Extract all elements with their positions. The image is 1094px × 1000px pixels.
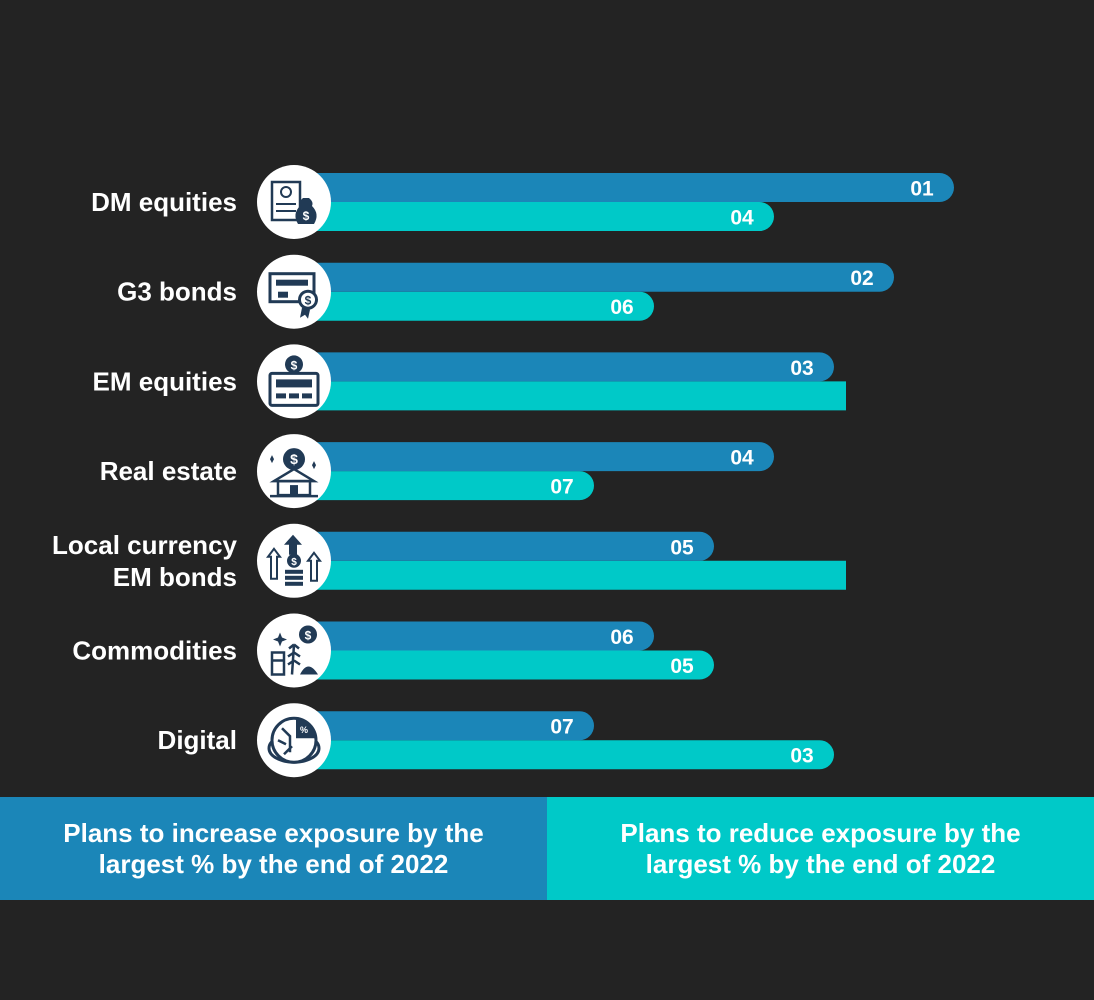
bar-increase	[292, 352, 834, 382]
rank-label-increase: 02	[850, 267, 873, 290]
bar-increase	[292, 262, 894, 292]
certificate-money-bag-icon: $	[257, 165, 331, 239]
bar-increase	[292, 442, 774, 472]
bar-reduce	[292, 650, 714, 680]
legend-reduce-line-2: largest % by the end of 2022	[645, 848, 996, 879]
svg-text:$: $	[305, 294, 312, 308]
currency-growth-icon: $	[257, 523, 331, 598]
category-label: Real estate	[100, 456, 237, 486]
svg-text:%: %	[300, 725, 308, 735]
rank-label-increase: 05	[670, 536, 694, 559]
bar-increase	[292, 621, 654, 651]
rank-label-increase: 06	[610, 626, 633, 649]
chart-row: 04 01 $ DM equities	[91, 165, 955, 239]
rank-label-reduce: 03	[790, 745, 813, 768]
rank-label-increase: 04	[730, 447, 754, 470]
commodities-icon: $	[257, 613, 331, 688]
real-estate-coin-icon: $	[257, 434, 331, 509]
rank-label-reduce: 04	[730, 207, 754, 230]
category-label: DM equities	[91, 187, 237, 217]
rank-label-increase: 01	[910, 178, 934, 201]
rank-label-reduce: 06	[610, 296, 633, 319]
category-label: EM equities	[93, 366, 237, 396]
bar-reduce	[292, 381, 846, 411]
category-label: Digital	[158, 725, 237, 755]
category-label: Local currency	[52, 530, 238, 560]
bar-reduce	[292, 291, 654, 321]
digital-pie-chart-icon: %	[257, 703, 331, 778]
chart-row: 03 $ EM equities	[93, 344, 846, 419]
bar-increase	[292, 173, 955, 202]
category-label: EM bonds	[113, 562, 237, 592]
category-label: G3 bonds	[117, 277, 237, 307]
legend-increase-line-1: Plans to increase exposure by the	[63, 817, 484, 848]
chart-row: 07 04 $ Real estate	[100, 434, 774, 509]
legend-reduce-line-1: Plans to reduce exposure by the	[620, 817, 1021, 848]
rank-label-reduce: 05	[670, 655, 694, 678]
equities-dashboard-icon: $	[257, 344, 331, 419]
bar-reduce	[292, 560, 846, 590]
chart-row: 05 06 $ Commodities	[72, 613, 714, 688]
legend-increase-line-2: largest % by the end of 2022	[98, 848, 449, 879]
svg-text:$: $	[303, 209, 310, 223]
bar-increase	[292, 531, 714, 561]
rank-label-increase: 07	[550, 716, 573, 739]
svg-text:$: $	[291, 557, 297, 568]
bar-reduce	[292, 740, 834, 770]
svg-text:$: $	[305, 629, 312, 643]
svg-text:$: $	[290, 451, 298, 467]
bar-reduce	[292, 471, 594, 501]
category-label: Commodities	[72, 636, 237, 666]
bar-reduce	[292, 202, 774, 231]
rank-label-increase: 03	[790, 357, 813, 380]
svg-text:$: $	[291, 358, 298, 372]
rank-label-reduce: 07	[550, 476, 573, 499]
legend-increase: Plans to increase exposure by the larges…	[0, 797, 547, 900]
bond-certificate-icon: $	[257, 254, 331, 329]
chart-row: 03 07% Digital	[158, 703, 834, 778]
legend-reduce: Plans to reduce exposure by the largest …	[547, 797, 1094, 900]
bar-increase	[292, 711, 594, 741]
chart-row: 06 02 $ G3 bonds	[117, 254, 894, 329]
